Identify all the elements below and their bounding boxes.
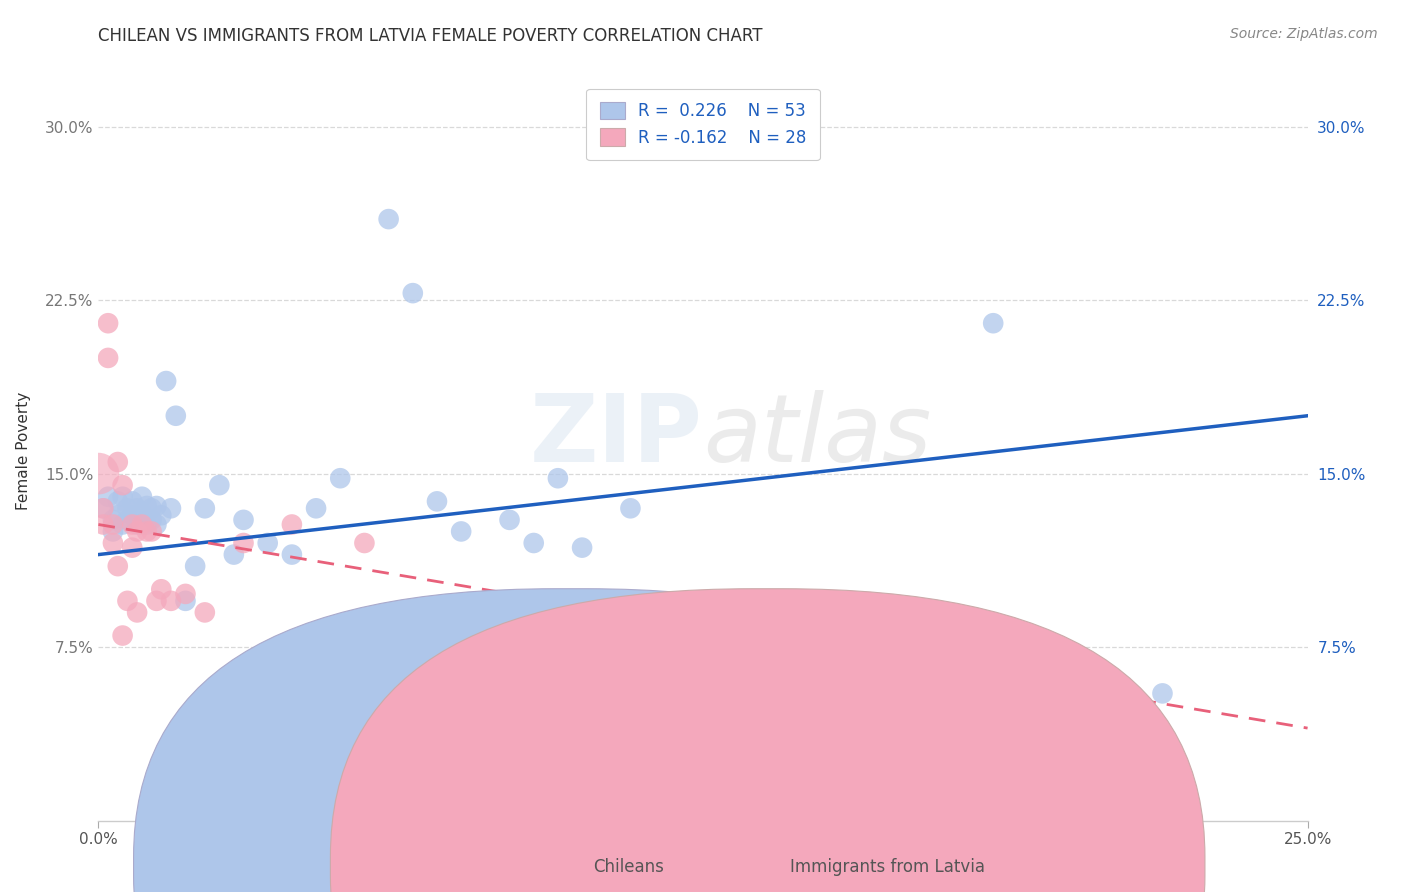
Point: [498, 622, 520, 636]
Point: [145, 517, 167, 532]
Point: [101, 536, 124, 550]
Point: [1152, 686, 1174, 700]
Text: Immigrants from Latvia: Immigrants from Latvia: [790, 858, 986, 876]
Text: ZIP: ZIP: [530, 390, 703, 482]
Point: [135, 499, 157, 513]
Point: [127, 524, 149, 539]
Point: [127, 501, 149, 516]
Point: [571, 541, 593, 555]
Y-axis label: Female Poverty: Female Poverty: [17, 392, 31, 509]
Point: [619, 501, 641, 516]
Point: [111, 478, 134, 492]
Point: [426, 494, 449, 508]
Point: [121, 494, 143, 508]
Point: [222, 548, 245, 562]
Text: Source: ZipAtlas.com: Source: ZipAtlas.com: [1230, 27, 1378, 41]
Point: [101, 524, 124, 539]
Point: [547, 471, 569, 485]
Point: [498, 513, 520, 527]
Point: [789, 663, 811, 677]
Point: [145, 499, 167, 513]
Point: [353, 536, 375, 550]
Point: [117, 594, 139, 608]
Point: [232, 513, 254, 527]
Point: [281, 548, 304, 562]
Point: [101, 513, 124, 527]
Point: [450, 524, 472, 539]
Point: [101, 517, 124, 532]
Point: [150, 508, 173, 523]
Point: [117, 501, 139, 516]
Point: [165, 409, 187, 423]
Text: CHILEAN VS IMMIGRANTS FROM LATVIA FEMALE POVERTY CORRELATION CHART: CHILEAN VS IMMIGRANTS FROM LATVIA FEMALE…: [98, 27, 763, 45]
Point: [97, 316, 120, 330]
Point: [160, 594, 183, 608]
Point: [117, 513, 139, 527]
Point: [281, 517, 304, 532]
Point: [127, 517, 149, 532]
Point: [111, 517, 134, 532]
Point: [91, 501, 114, 516]
Point: [194, 501, 217, 516]
Point: [256, 536, 278, 550]
Point: [860, 663, 883, 677]
Point: [97, 351, 120, 365]
Point: [121, 541, 143, 555]
Point: [155, 374, 177, 388]
Point: [131, 517, 153, 532]
Point: [174, 587, 197, 601]
Point: [402, 286, 425, 301]
Point: [127, 606, 149, 620]
Point: [107, 455, 129, 469]
Point: [107, 494, 129, 508]
Point: [934, 674, 956, 689]
Point: [716, 617, 738, 632]
Point: [305, 501, 328, 516]
Point: [329, 471, 352, 485]
Point: [184, 559, 207, 574]
Point: [131, 506, 153, 520]
Point: [145, 594, 167, 608]
Point: [174, 594, 197, 608]
Legend: R =  0.226    N = 53, R = -0.162    N = 28: R = 0.226 N = 53, R = -0.162 N = 28: [586, 88, 820, 160]
Point: [135, 517, 157, 532]
Point: [91, 517, 114, 532]
Point: [111, 490, 134, 504]
Point: [523, 536, 546, 550]
Point: [107, 508, 129, 523]
Point: [208, 478, 231, 492]
Point: [141, 524, 163, 539]
Point: [194, 606, 217, 620]
Point: [981, 316, 1004, 330]
Point: [150, 582, 173, 597]
Point: [121, 517, 143, 532]
Point: [107, 559, 129, 574]
Point: [97, 490, 120, 504]
Point: [232, 536, 254, 550]
Point: [1054, 663, 1077, 677]
Point: [141, 513, 163, 527]
Point: [121, 508, 143, 523]
Text: atlas: atlas: [703, 390, 931, 481]
Point: [160, 501, 183, 516]
Point: [131, 490, 153, 504]
Point: [91, 501, 114, 516]
Point: [111, 628, 134, 642]
Point: [141, 501, 163, 516]
Point: [135, 524, 157, 539]
Point: [87, 467, 110, 481]
Point: [377, 212, 399, 227]
Point: [644, 606, 666, 620]
Text: Chileans: Chileans: [593, 858, 664, 876]
Point: [450, 617, 472, 632]
